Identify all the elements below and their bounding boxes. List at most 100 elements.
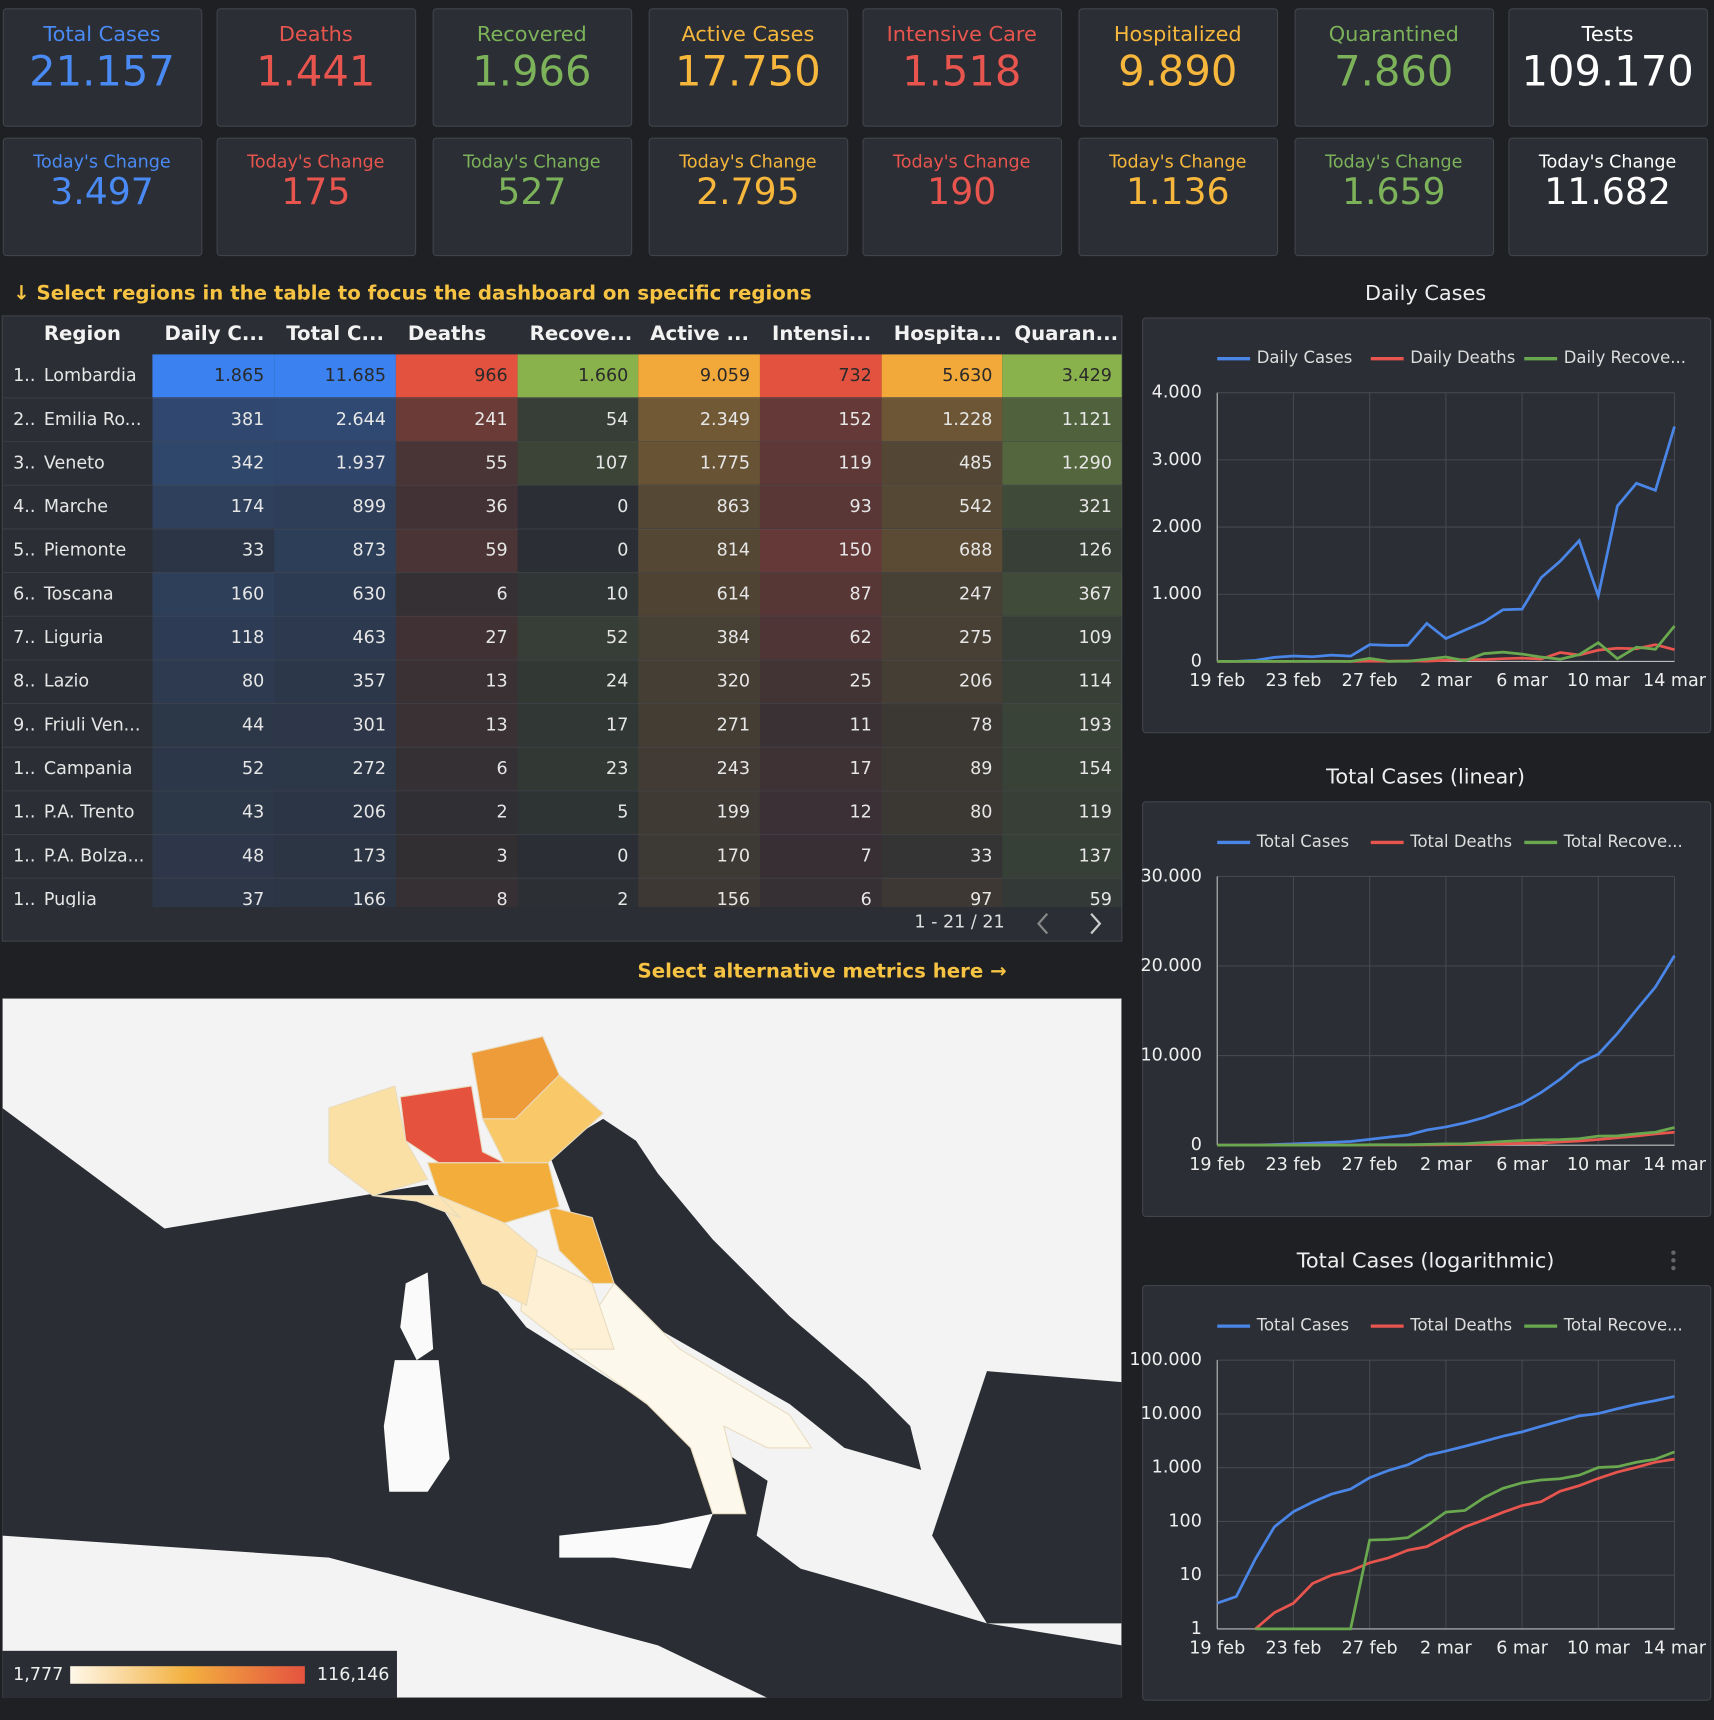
kpi-card — [432, 137, 633, 257]
map-region[interactable] — [569, 1282, 813, 1515]
heat-cell — [759, 528, 882, 573]
row-index: 1.. — [13, 366, 35, 386]
heat-cell — [638, 572, 760, 617]
cell-value: 137 — [1078, 846, 1111, 866]
map[interactable]: 1,777 116,146 — [2, 998, 1122, 1699]
kpi-label: Intensive Care — [887, 22, 1037, 46]
x-tick-label: 14 mar — [1643, 671, 1707, 691]
cell-value: 150 — [838, 541, 871, 561]
kpi-card — [1508, 8, 1708, 127]
cell-value: 8 — [497, 890, 508, 910]
next-page[interactable] — [1090, 912, 1102, 935]
legend-label: Daily Recove... — [1564, 348, 1686, 367]
heat-cell — [395, 616, 518, 660]
legend-label: Total Cases — [1256, 832, 1349, 851]
map-region[interactable] — [399, 1085, 505, 1164]
cell-value: 54 — [606, 410, 628, 430]
table-header: Region — [44, 322, 121, 345]
kpi-card — [1294, 137, 1495, 257]
cell-value: 1.290 — [1062, 453, 1112, 473]
cell-value: 9.059 — [700, 366, 750, 386]
cell-value: 17 — [849, 759, 871, 779]
x-tick-label: 27 feb — [1342, 1639, 1398, 1659]
heat-cell — [1002, 485, 1122, 529]
kpi-change: 11.682 — [1544, 170, 1671, 213]
x-tick-label: 14 mar — [1643, 1639, 1707, 1659]
cell-value: 166 — [353, 890, 386, 910]
cell-value: 6 — [861, 890, 872, 910]
cell-value: 48 — [242, 846, 264, 866]
x-tick-label: 6 mar — [1496, 1639, 1549, 1659]
cell-value: 7 — [861, 846, 872, 866]
heat-cell — [638, 528, 760, 573]
cell-value: 52 — [242, 759, 264, 779]
table-header: Intensi... — [772, 322, 871, 345]
heat-cell — [759, 616, 882, 660]
heat-cell — [881, 703, 1003, 748]
cell-value: 0 — [617, 541, 628, 561]
menu-dot[interactable] — [1671, 1250, 1676, 1255]
cell-value: 24 — [606, 672, 628, 692]
cell-value: 247 — [959, 584, 992, 604]
cell-value: 485 — [959, 453, 992, 473]
cell-value: 37 — [242, 890, 264, 910]
kpi-change-label: Today's Change — [462, 152, 600, 172]
kpi-change: 175 — [281, 170, 350, 213]
row-index: 7.. — [13, 628, 35, 648]
line-series — [1217, 1126, 1675, 1147]
heat-cell — [638, 616, 760, 660]
y-tick-label: 100 — [1168, 1511, 1201, 1531]
heat-cell — [1002, 834, 1122, 879]
cell-value: 43 — [242, 803, 264, 823]
heat-cell — [638, 441, 760, 486]
kpi-card — [216, 8, 417, 127]
heat-cell — [517, 616, 639, 660]
cell-value: 243 — [717, 759, 750, 779]
heat-cell — [152, 616, 275, 660]
cell-value: 688 — [959, 541, 992, 561]
heat-cell — [517, 572, 639, 617]
row-region: Toscana — [43, 584, 114, 604]
kpi-label: Hospitalized — [1114, 22, 1242, 46]
kpi-label: Total Cases — [42, 22, 160, 46]
heat-cell — [1002, 354, 1122, 398]
cell-value: 62 — [849, 628, 871, 648]
kpi-change: 3.497 — [50, 170, 154, 213]
kpi-change: 190 — [927, 170, 996, 213]
heat-cell — [638, 485, 760, 529]
row-index: 9.. — [13, 715, 35, 735]
map-region[interactable] — [547, 1205, 615, 1284]
map-region[interactable] — [470, 1035, 560, 1120]
legend-label: Total Cases — [1256, 1316, 1349, 1335]
cell-value: 6 — [497, 584, 508, 604]
cell-value: 357 — [353, 672, 386, 692]
heat-cell — [152, 703, 275, 748]
heat-cell — [759, 441, 882, 486]
cell-value: 52 — [606, 628, 628, 648]
menu-dot[interactable] — [1671, 1265, 1676, 1271]
kpi-card — [2, 137, 203, 257]
menu-dot[interactable] — [1671, 1258, 1676, 1263]
y-tick-label: 2.000 — [1152, 517, 1202, 537]
heat-cell — [395, 354, 518, 398]
map-region[interactable] — [328, 1085, 429, 1197]
map-region[interactable] — [372, 1195, 461, 1219]
cell-value: 27 — [485, 628, 507, 648]
metrics-hint[interactable]: Select alternative metrics here → — [638, 959, 1007, 982]
prev-page[interactable] — [1037, 912, 1049, 935]
cell-value: 271 — [717, 715, 750, 735]
heat-cell — [395, 747, 518, 791]
cell-value: 109 — [1078, 628, 1111, 648]
row-region: Emilia Ro... — [44, 410, 142, 430]
cell-value: 13 — [485, 672, 507, 692]
line-series — [1254, 1457, 1675, 1630]
x-tick-label: 2 mar — [1420, 671, 1473, 691]
row-region: Liguria — [44, 628, 104, 648]
heat-cell — [881, 834, 1003, 879]
table-header: Deaths — [408, 322, 486, 345]
kpi-change-label: Today's Change — [892, 152, 1030, 172]
heat-cell — [274, 703, 396, 748]
row-index: 1.. — [13, 759, 35, 779]
map-island — [383, 1360, 450, 1492]
